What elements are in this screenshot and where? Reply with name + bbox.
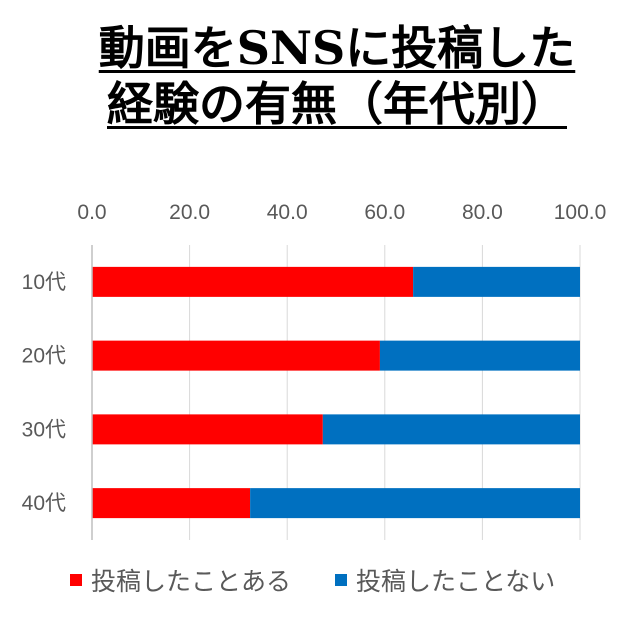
legend-label-not-posted: 投稿したことない: [356, 568, 556, 596]
bar-segment-not-posted-3: [322, 414, 580, 445]
x-tick-label: 20.0: [169, 201, 210, 224]
bar-segment-not-posted-2: [379, 340, 580, 371]
bar-segment-not-posted-4: [250, 488, 580, 519]
chart-title-text-1: 動画をSNSに投稿した: [98, 21, 576, 75]
legend-label-posted: 投稿したことある: [91, 568, 292, 596]
chart-title-line-2: 経験の有無（年代別）: [34, 76, 640, 132]
x-tick-label: 100.0: [554, 201, 607, 224]
legend-item-posted: 投稿したことある: [70, 562, 291, 598]
legend-item-not-posted: 投稿したことない: [335, 562, 555, 598]
chart-title-text-2: 経験の有無（年代別）: [107, 77, 567, 131]
x-tick-label: 60.0: [364, 201, 405, 224]
bar-segment-posted-3: [92, 414, 323, 445]
chart-title-line-1: 動画をSNSに投稿した: [34, 20, 640, 76]
x-tick-label: 80.0: [462, 201, 503, 224]
category-label: 10代: [22, 271, 66, 294]
legend: 投稿したことある 投稿したことない: [70, 564, 555, 596]
bar-segment-posted-1: [92, 266, 414, 297]
bar-segment-posted-2: [92, 340, 380, 371]
bar-segment-not-posted-1: [413, 266, 580, 297]
x-tick-label: 40.0: [267, 201, 308, 224]
bar-segment-posted-4: [92, 488, 251, 519]
category-label: 40代: [22, 492, 66, 515]
category-label: 30代: [22, 418, 66, 441]
category-label: 20代: [22, 345, 66, 368]
legend-swatch-not-posted: [335, 574, 348, 586]
x-tick-label: 0.0: [77, 201, 106, 224]
legend-swatch-posted: [70, 574, 82, 586]
chart-title: 動画をSNSに投稿した 経験の有無（年代別）: [34, 20, 640, 132]
